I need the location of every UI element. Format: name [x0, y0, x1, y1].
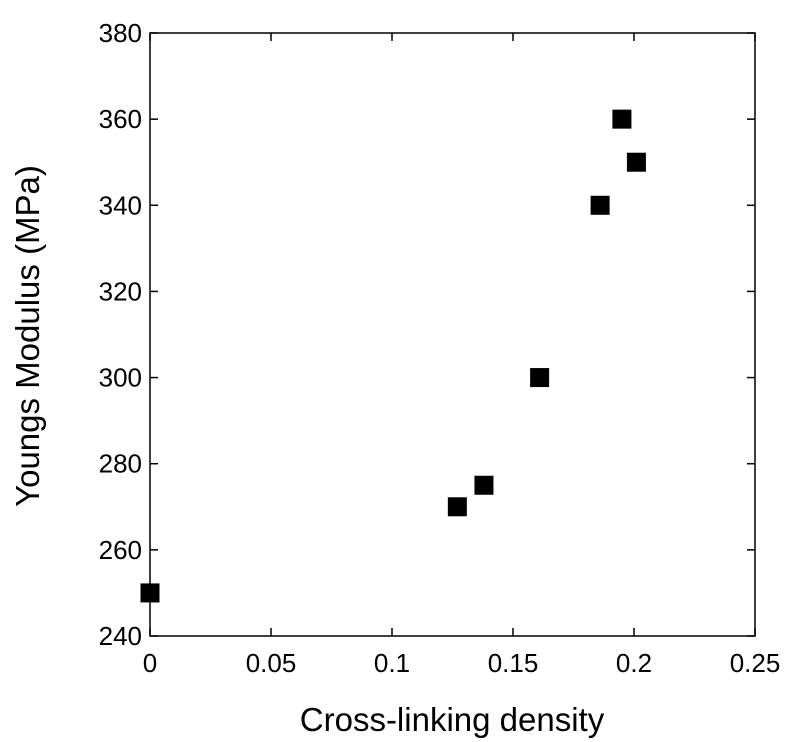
x-tick-label: 0.05 — [246, 648, 297, 678]
plot-frame — [149, 32, 756, 637]
x-axis-label: Cross-linking density — [300, 701, 605, 738]
x-axis-tick-labels: 0 0.05 0.1 0.15 0.2 0.25 — [143, 648, 781, 678]
data-point — [590, 195, 610, 215]
y-tick-label: 280 — [99, 449, 142, 479]
y-tick-label: 320 — [99, 276, 142, 306]
x-tick-label: 0 — [143, 648, 157, 678]
data-point — [530, 368, 550, 388]
data-point — [474, 475, 494, 495]
y-tick-label: 380 — [99, 18, 142, 48]
y-tick-label: 260 — [99, 535, 142, 565]
y-tick-label: 300 — [99, 363, 142, 393]
plot-border — [149, 32, 756, 637]
y-tick-label: 340 — [99, 190, 142, 220]
data-point — [626, 152, 646, 172]
y-tick-label: 360 — [99, 104, 142, 134]
x-tick-label: 0.25 — [730, 648, 781, 678]
y-axis-ticks — [150, 32, 755, 637]
x-axis-ticks — [149, 33, 756, 636]
x-tick-label: 0.2 — [616, 648, 652, 678]
y-axis-label: Youngs Modulus (MPa) — [9, 165, 46, 507]
y-tick-label: 240 — [99, 621, 142, 651]
data-point — [447, 497, 467, 517]
y-axis-tick-labels: 240 260 280 300 320 340 360 380 — [99, 18, 142, 651]
data-point — [612, 109, 632, 129]
x-tick-label: 0.15 — [488, 648, 539, 678]
data-point — [140, 583, 160, 603]
data-points — [140, 109, 646, 603]
x-tick-label: 0.1 — [374, 648, 410, 678]
